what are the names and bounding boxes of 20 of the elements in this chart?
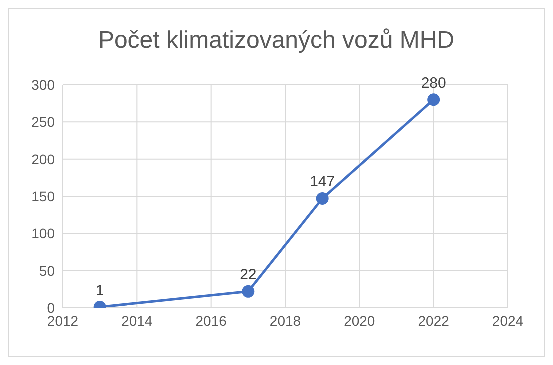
data-label: 22	[240, 266, 257, 284]
data-label: 280	[421, 74, 446, 92]
x-tick-label: 2022	[418, 312, 450, 329]
data-label: 1	[96, 282, 104, 300]
x-tick-label: 2024	[492, 312, 524, 329]
chart-title: Počet klimatizovaných vozů MHD	[97, 27, 456, 55]
x-tick-label: 2016	[196, 312, 228, 329]
y-tick-label: 250	[32, 114, 56, 130]
y-tick-label: 300	[32, 76, 56, 93]
y-tick-label: 150	[32, 188, 56, 204]
y-tick-label: 50	[39, 262, 56, 279]
x-tick-label: 2020	[344, 312, 376, 329]
y-tick-label: 100	[32, 226, 56, 242]
point	[428, 94, 440, 106]
point	[242, 285, 255, 298]
y-tick-label: 200	[32, 151, 56, 168]
data-label: 147	[310, 174, 336, 191]
point	[316, 192, 329, 205]
x-tick-label: 2018	[270, 312, 302, 329]
x-tick-label: 2014	[122, 312, 153, 329]
